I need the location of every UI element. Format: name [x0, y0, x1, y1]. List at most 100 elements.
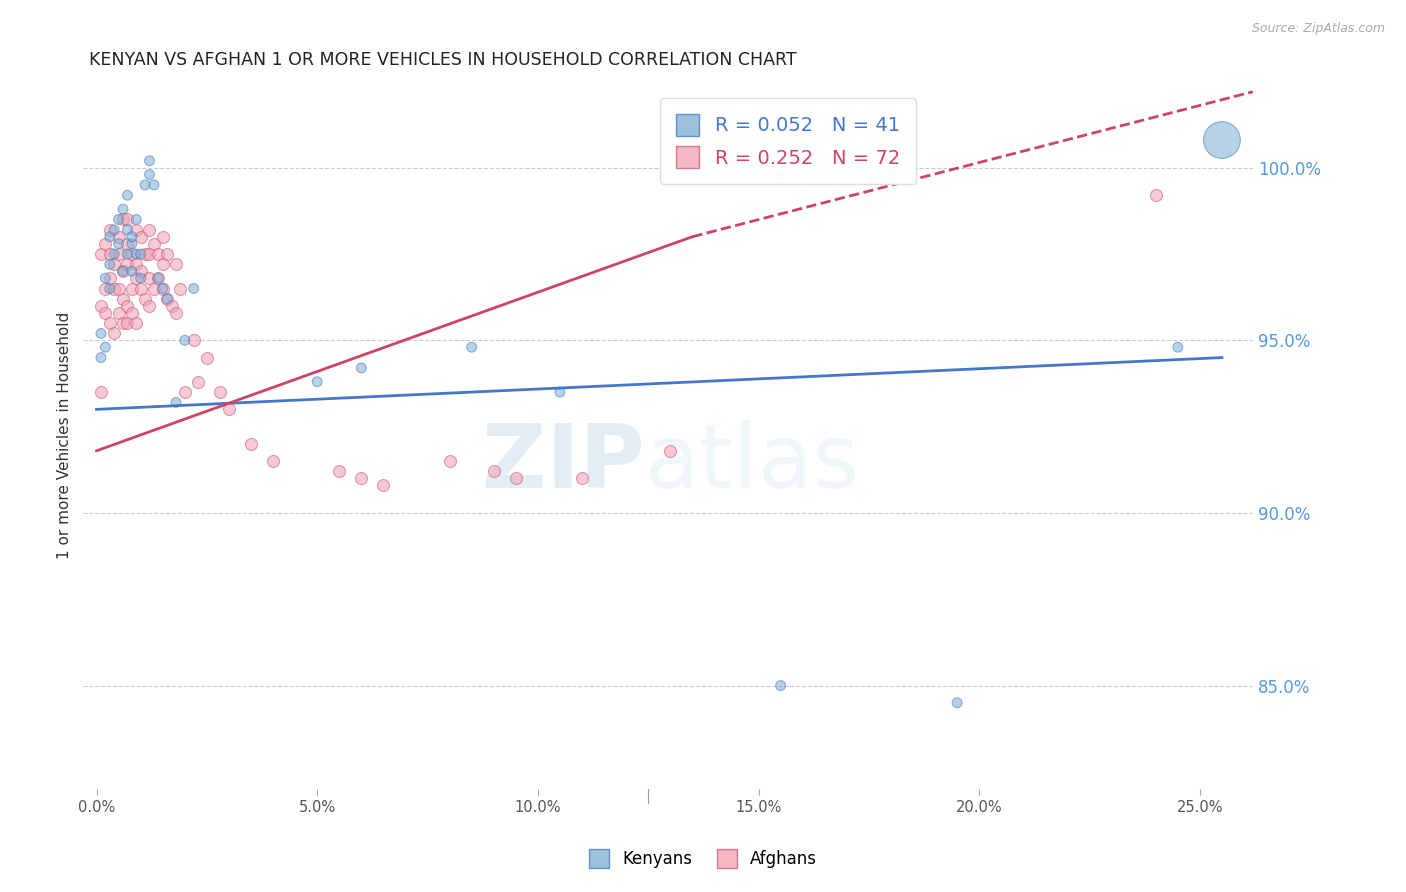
Point [94, 281, 117, 295]
Point [111, 212, 134, 227]
Point [129, 229, 152, 244]
Point [173, 333, 195, 347]
Point [183, 281, 205, 295]
Point [121, 247, 143, 261]
Point [129, 264, 152, 278]
Point [98, 229, 121, 244]
Point [218, 402, 240, 417]
Point [125, 316, 148, 330]
Point [117, 212, 139, 227]
Point [138, 168, 160, 182]
Point [183, 333, 205, 347]
Text: atlas: atlas [645, 420, 860, 507]
Point [117, 316, 139, 330]
Point [103, 257, 125, 271]
Point [90, 385, 112, 400]
Point [571, 471, 593, 485]
Point [107, 247, 129, 261]
Point [125, 212, 148, 227]
Point [350, 471, 373, 485]
Point [98, 281, 121, 295]
Point [111, 316, 134, 330]
Point [111, 264, 134, 278]
Point [117, 299, 139, 313]
Point [107, 212, 129, 227]
Point [117, 247, 139, 261]
Point [98, 247, 121, 261]
Point [134, 292, 156, 306]
Point [125, 223, 148, 237]
Point [142, 236, 165, 251]
Point [138, 153, 160, 168]
Point [169, 281, 191, 295]
Point [98, 257, 121, 271]
Point [152, 281, 174, 295]
Point [103, 281, 125, 295]
Point [307, 375, 329, 389]
Point [350, 360, 373, 375]
Point [90, 351, 112, 365]
Point [107, 281, 129, 295]
Point [134, 178, 156, 192]
Point [111, 264, 134, 278]
Point [152, 229, 174, 244]
Point [121, 229, 143, 244]
Point [1167, 340, 1189, 354]
Point [125, 257, 148, 271]
Point [439, 454, 461, 468]
Point [148, 247, 170, 261]
Point [160, 299, 183, 313]
Point [98, 316, 121, 330]
Point [121, 264, 143, 278]
Point [107, 306, 129, 320]
Point [121, 306, 143, 320]
Point [98, 223, 121, 237]
Point [1211, 133, 1233, 147]
Legend: R = 0.052   N = 41, R = 0.252   N = 72: R = 0.052 N = 41, R = 0.252 N = 72 [661, 98, 915, 184]
Point [138, 223, 160, 237]
Point [129, 247, 152, 261]
Point [165, 257, 187, 271]
Point [107, 236, 129, 251]
Point [148, 271, 170, 285]
Text: ZIP: ZIP [482, 420, 645, 507]
Point [94, 306, 117, 320]
Point [482, 465, 505, 479]
Point [505, 471, 527, 485]
Point [117, 236, 139, 251]
Point [134, 247, 156, 261]
Point [195, 351, 218, 365]
Point [187, 375, 209, 389]
Point [142, 281, 165, 295]
Point [94, 340, 117, 354]
Point [548, 385, 571, 400]
Point [103, 223, 125, 237]
Point [94, 271, 117, 285]
Point [129, 281, 152, 295]
Point [769, 679, 792, 693]
Point [107, 229, 129, 244]
Point [156, 247, 179, 261]
Point [111, 202, 134, 216]
Point [138, 299, 160, 313]
Point [1144, 188, 1167, 202]
Point [117, 223, 139, 237]
Point [148, 271, 170, 285]
Point [117, 188, 139, 202]
Point [94, 236, 117, 251]
Point [103, 326, 125, 341]
Point [98, 271, 121, 285]
Point [138, 271, 160, 285]
Point [152, 281, 174, 295]
Point [240, 437, 263, 451]
Point [121, 236, 143, 251]
Point [125, 271, 148, 285]
Point [373, 478, 395, 492]
Point [125, 247, 148, 261]
Point [90, 299, 112, 313]
Point [138, 247, 160, 261]
Point [262, 454, 284, 468]
Point [142, 178, 165, 192]
Y-axis label: 1 or more Vehicles in Household: 1 or more Vehicles in Household [58, 311, 72, 559]
Point [129, 271, 152, 285]
